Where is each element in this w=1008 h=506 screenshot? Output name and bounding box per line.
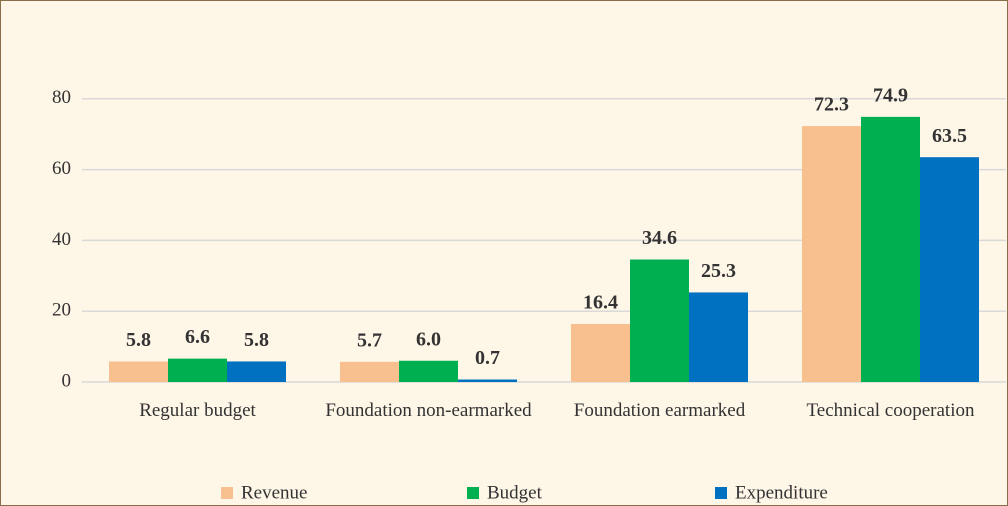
bar: [168, 358, 227, 382]
y-tick-label: 20: [52, 300, 71, 321]
bar: [571, 323, 630, 382]
data-label: 63.5: [932, 125, 967, 147]
x-tick-label: Foundation earmarked: [573, 400, 746, 421]
data-label: 6.0: [416, 328, 441, 350]
data-label: 5.8: [244, 329, 269, 351]
legend-label: Revenue: [241, 482, 307, 503]
bar: [458, 379, 517, 382]
y-tick-label: 0: [62, 370, 72, 391]
bar: [861, 116, 920, 382]
legend-swatch: [715, 487, 727, 499]
bar: [227, 361, 286, 382]
legend-swatch: [467, 487, 479, 499]
bar: [920, 157, 979, 382]
x-tick-label: Technical cooperation: [806, 400, 975, 421]
data-label: 72.3: [814, 94, 849, 116]
data-label: 5.7: [357, 329, 382, 351]
bar: [340, 361, 399, 382]
legend-swatch: [221, 487, 233, 499]
bar: [689, 292, 748, 382]
data-label: 25.3: [701, 260, 736, 282]
data-label: 5.8: [126, 329, 151, 351]
data-label: 16.4: [583, 292, 618, 314]
data-label: 0.7: [475, 347, 500, 369]
x-tick-label: Regular budget: [139, 400, 256, 421]
bar: [802, 126, 861, 382]
bar: [109, 361, 168, 382]
x-tick-label: Foundation non-earmarked: [325, 400, 532, 421]
y-tick-label: 60: [52, 158, 71, 179]
data-label: 74.9: [873, 84, 908, 106]
data-label: 6.6: [185, 326, 210, 348]
data-label: 34.6: [642, 227, 677, 249]
legend-label: Expenditure: [735, 482, 828, 503]
bar: [399, 360, 458, 382]
y-tick-label: 80: [52, 87, 71, 108]
bar: [630, 259, 689, 382]
legend-label: Budget: [487, 482, 543, 503]
y-tick-label: 40: [52, 229, 71, 250]
